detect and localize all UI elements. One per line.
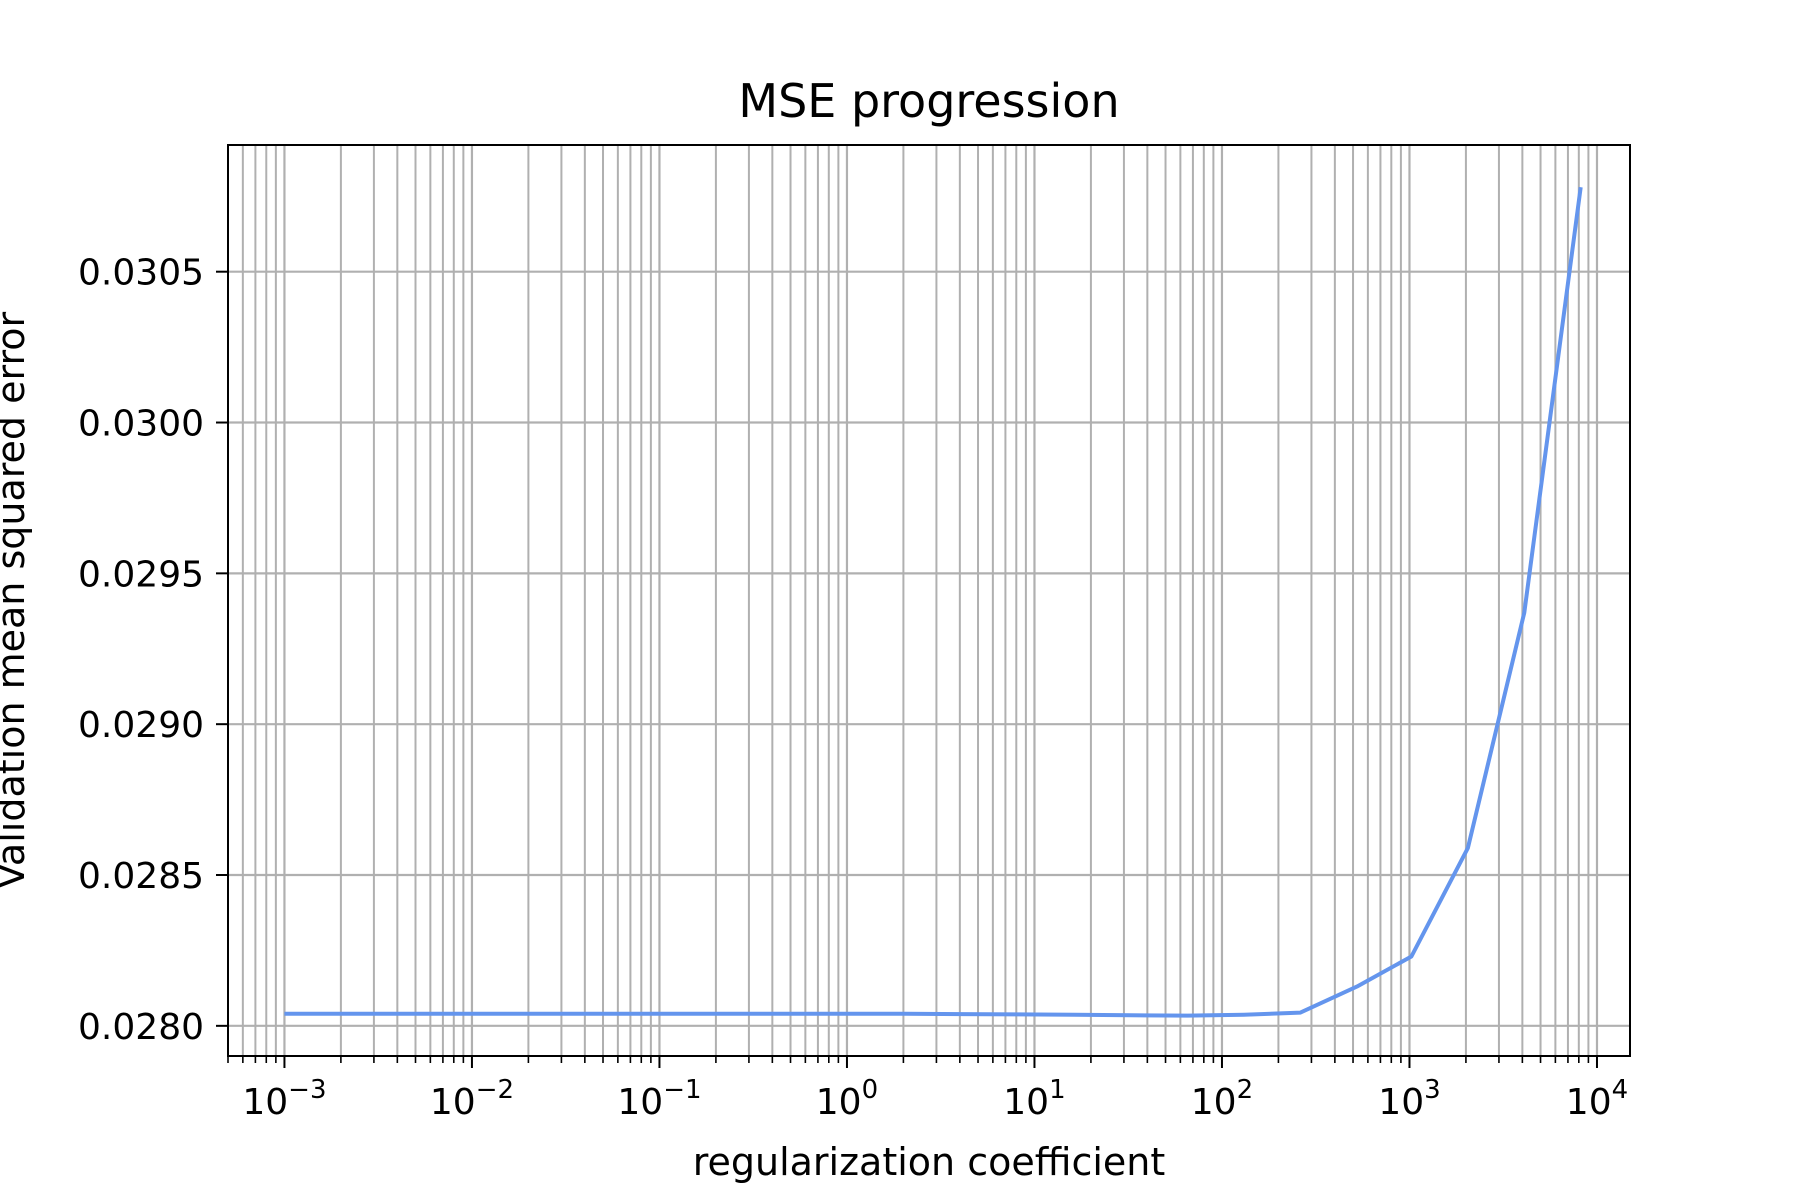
x-tick-label: 10−3 xyxy=(242,1075,326,1123)
x-tick-label: 100 xyxy=(816,1075,878,1123)
y-tick-label: 0.0295 xyxy=(78,554,204,595)
x-tick-label-exponent: 1 xyxy=(1049,1075,1066,1105)
series-layer xyxy=(284,186,1583,1018)
x-tick-label: 102 xyxy=(1191,1075,1253,1123)
x-tick-label-base: 10 xyxy=(816,1082,862,1123)
x-tick-label: 103 xyxy=(1378,1075,1440,1123)
x-tick-label-base: 10 xyxy=(1191,1082,1237,1123)
y-tick-label: 0.0290 xyxy=(78,705,204,746)
y-tick-label: 0.0285 xyxy=(78,856,204,897)
x-tick-label-exponent: 2 xyxy=(1237,1075,1254,1105)
y-tick-label: 0.0280 xyxy=(78,1007,204,1048)
x-tick-label: 10−1 xyxy=(617,1075,701,1123)
x-tick-label-exponent: 4 xyxy=(1612,1075,1629,1105)
plot-frame xyxy=(227,144,1631,1057)
x-tick-label: 101 xyxy=(1003,1075,1065,1123)
y-axis-label: Validation mean squared error xyxy=(0,312,33,890)
ticks xyxy=(216,270,1598,1068)
x-tick-label-base: 10 xyxy=(617,1082,663,1123)
y-tick-label: 0.0305 xyxy=(78,253,204,294)
x-tick-label-exponent: −3 xyxy=(288,1075,326,1105)
grid xyxy=(227,145,1630,1056)
chart-title: MSE progression xyxy=(738,74,1119,128)
x-tick-label-exponent: −1 xyxy=(663,1075,701,1105)
x-tick-label-base: 10 xyxy=(242,1082,288,1123)
x-tick-label: 104 xyxy=(1566,1075,1628,1123)
y-tick-label: 0.0300 xyxy=(78,404,204,445)
x-tick-label-exponent: 0 xyxy=(862,1075,879,1105)
x-tick-label-base: 10 xyxy=(1003,1082,1049,1123)
x-axis-label: regularization coefficient xyxy=(693,1140,1166,1184)
x-tick-label: 10−2 xyxy=(430,1075,514,1123)
x-tick-label-base: 10 xyxy=(430,1082,476,1123)
x-tick-label-exponent: 3 xyxy=(1424,1075,1441,1105)
x-tick-label-base: 10 xyxy=(1566,1082,1612,1123)
x-tick-label-exponent: −2 xyxy=(476,1075,514,1105)
x-tick-label-base: 10 xyxy=(1378,1082,1424,1123)
series-line xyxy=(284,186,1583,1018)
tick-labels: 10−3 10−2 10−1 100 101 102 103 1040.02800.02850… xyxy=(78,253,1628,1123)
